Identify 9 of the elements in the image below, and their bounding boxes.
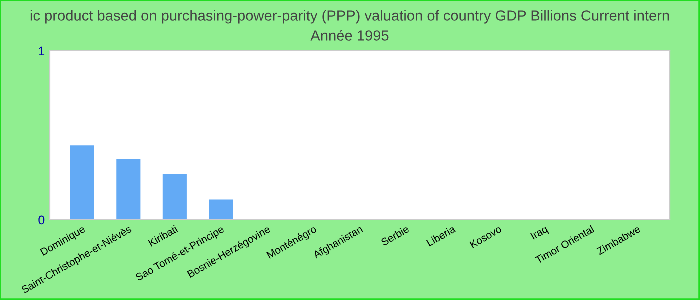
y-tick-label: 0 [38,216,45,225]
y-tick-label: 1 [39,46,45,56]
x-tick-label: Iraq [530,226,550,242]
bar [70,146,94,220]
bar [162,174,187,220]
bar [116,159,141,220]
chart-subtitle: Année 1995 [310,30,389,41]
bar [209,200,234,220]
chart-title: ic product based on purchasing-power-parity (PPP) valuation of country GDP Billions Current intern [30,10,670,24]
